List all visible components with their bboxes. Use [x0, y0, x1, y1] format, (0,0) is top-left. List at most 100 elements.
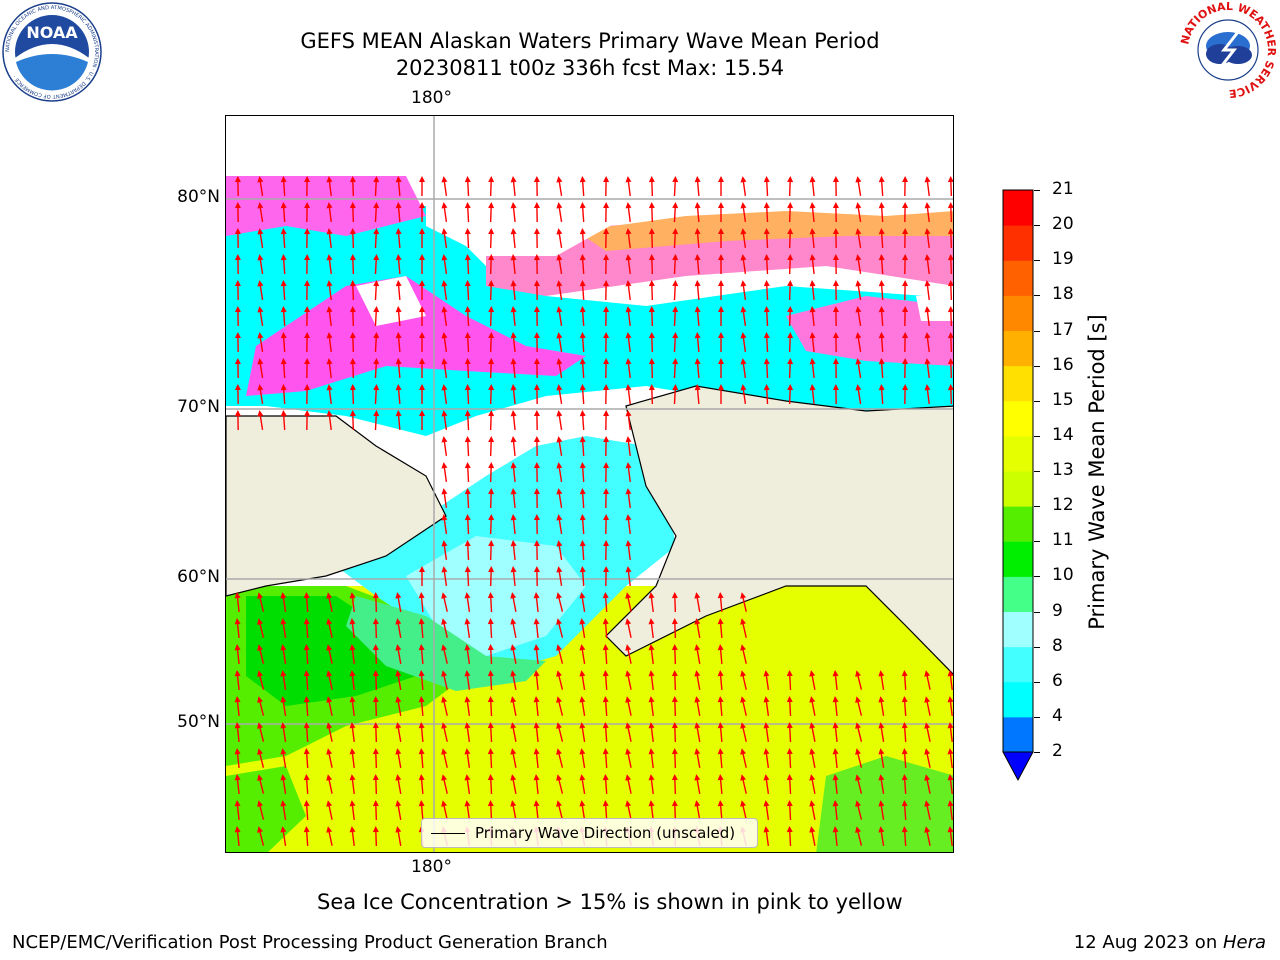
wave-arrow	[763, 800, 770, 821]
wave-arrow	[763, 722, 770, 743]
wave-arrow	[395, 176, 402, 197]
colorbar-bin	[1003, 681, 1033, 718]
wave-arrow	[901, 670, 908, 691]
wave-arrow	[533, 748, 540, 769]
wave-arrow	[672, 280, 679, 301]
wave-arrow	[671, 618, 678, 639]
arctic-open-water	[226, 206, 953, 436]
noaa-logo: NATIONAL OCEANIC AND ATMOSPHERIC ADMINIS…	[2, 2, 102, 102]
wave-arrow	[763, 358, 770, 379]
wave-arrow	[257, 774, 265, 794]
colorbar-bin	[1003, 190, 1033, 226]
wave-arrow	[763, 670, 770, 691]
wave-arrow	[809, 748, 816, 768]
land-alaska	[605, 385, 953, 675]
wave-arrow	[257, 358, 264, 378]
colorbar-tick-mark	[1034, 471, 1040, 472]
wave-arrow	[441, 748, 448, 768]
wave-arrow	[763, 384, 770, 405]
wave-arrow	[901, 748, 908, 769]
wave-arrow	[441, 774, 448, 794]
wave-arrow	[740, 306, 747, 327]
wave-arrow	[464, 384, 471, 405]
wave-arrow	[902, 358, 909, 379]
wave-arrow	[694, 384, 701, 405]
wave-arrow	[510, 696, 517, 716]
land-siberia	[226, 415, 447, 597]
wave-arrow	[234, 176, 241, 197]
wave-arrow	[234, 384, 241, 405]
wave-arrow	[257, 306, 264, 326]
wave-arrow	[671, 592, 678, 613]
map-legend: Primary Wave Direction (unscaled)	[421, 818, 758, 848]
colorbar-tick-label: 6	[1052, 670, 1063, 691]
wave-arrow	[740, 384, 747, 405]
wave-arrow	[625, 202, 632, 223]
nws-logo: NATIONAL WEATHER SERVICE	[1178, 0, 1278, 100]
wave-arrow	[257, 176, 264, 196]
wave-arrow	[464, 774, 471, 795]
colorbar-tick-mark	[1034, 365, 1040, 367]
wave-arrow	[304, 358, 311, 379]
wave-arrow	[510, 306, 517, 327]
wave-arrow	[510, 280, 517, 301]
wave-arrow	[488, 488, 495, 509]
wave-arrow	[234, 592, 241, 613]
wave-arrow	[809, 722, 816, 742]
wave-arrow	[395, 280, 402, 301]
wave-arrow	[855, 800, 863, 820]
wave-arrow	[373, 254, 380, 275]
wave-arrow	[488, 228, 495, 249]
wave-arrow	[694, 592, 701, 612]
wave-arrow	[694, 722, 701, 742]
wave-arrow	[902, 228, 909, 249]
colorbar-tick-label: 15	[1052, 389, 1074, 410]
wave-arrow	[326, 202, 333, 223]
no-data-1	[356, 276, 426, 326]
wave-arrow	[579, 384, 586, 405]
wave-arrow	[809, 228, 816, 249]
colorbar-tick-mark	[1034, 190, 1040, 191]
wave-arrow	[488, 540, 495, 561]
wave-arrow	[349, 176, 356, 197]
wave-arrow	[464, 358, 471, 379]
wave-arrow	[488, 332, 495, 353]
wave-arrow	[395, 306, 402, 327]
wave-arrow	[395, 618, 402, 638]
map-svg	[226, 116, 953, 852]
wave-arrow	[510, 800, 517, 820]
wave-arrow	[648, 202, 655, 223]
wave-arrow	[671, 670, 678, 691]
wave-arrow	[855, 254, 862, 274]
wave-arrow	[373, 202, 380, 223]
wave-arrow	[510, 436, 517, 457]
wave-arrow	[648, 800, 655, 821]
wave-arrow	[556, 566, 563, 586]
wave-arrow	[464, 306, 471, 327]
lat-label-80: 80°N	[177, 187, 220, 207]
wave-arrow	[556, 332, 563, 352]
wave-arrow	[809, 176, 816, 197]
wave-arrow	[602, 748, 609, 769]
wave-arrow	[488, 254, 495, 275]
lon-label-bottom: 180°	[411, 857, 452, 877]
wave-arrow	[832, 332, 839, 353]
wave-arrow	[625, 254, 632, 275]
wave-arrow	[625, 800, 632, 820]
wave-arrow	[533, 644, 540, 665]
wave-arrow	[326, 826, 333, 846]
wave-arrow	[257, 670, 265, 690]
wave-arrow	[349, 748, 356, 769]
wave-arrow	[372, 748, 379, 769]
wave-arrow	[464, 228, 471, 249]
wave-arrow	[787, 332, 794, 353]
wave-arrow	[809, 280, 816, 301]
wave-arrow	[349, 384, 356, 405]
wave-arrow	[740, 592, 747, 612]
wave-arrow	[717, 592, 724, 613]
wave-arrow	[579, 176, 586, 197]
wave-arrow	[441, 800, 448, 820]
colorbar-tick-mark	[1034, 541, 1040, 543]
bering-shelf-green	[346, 596, 546, 691]
wave-arrow	[303, 748, 310, 769]
